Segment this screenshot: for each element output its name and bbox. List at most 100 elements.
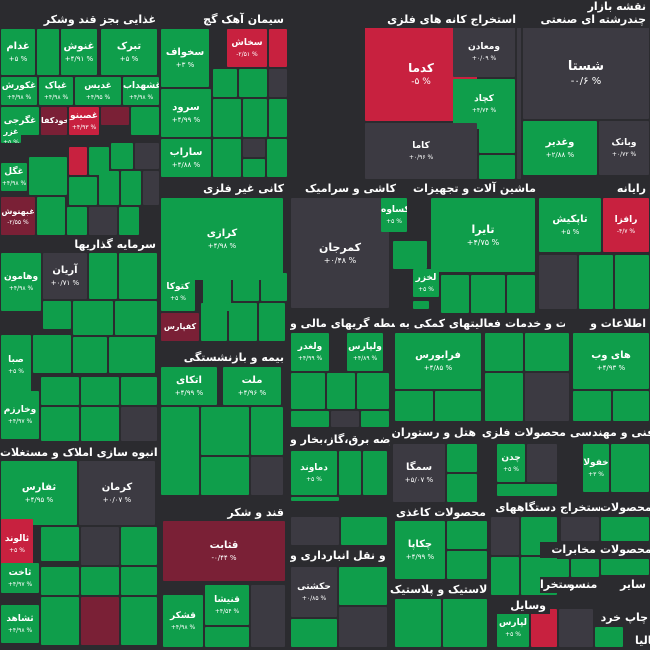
stock-tile[interactable]: قنیشا +۴/۵۴ % [205, 585, 249, 625]
stock-tile-unlabeled[interactable] [291, 497, 339, 501]
stock-tile[interactable]: وخارزم +۴/۹۷ % [1, 391, 39, 439]
stock-tile-unlabeled[interactable] [81, 597, 119, 645]
stock-tile-unlabeled[interactable] [541, 559, 569, 577]
sector-header[interactable]: استخراج [560, 500, 600, 516]
stock-tile[interactable]: ملت +۴/۹۶ % [223, 367, 281, 405]
stock-tile-unlabeled[interactable] [571, 559, 599, 577]
stock-tile-unlabeled[interactable] [121, 527, 157, 565]
stock-tile-unlabeled[interactable] [201, 407, 249, 455]
stock-tile-unlabeled[interactable] [141, 211, 159, 235]
stock-tile-unlabeled[interactable] [131, 107, 159, 135]
stock-tile-unlabeled[interactable] [573, 391, 611, 421]
stock-tile-unlabeled[interactable] [479, 155, 515, 179]
stock-tile-unlabeled[interactable] [73, 337, 107, 373]
stock-tile[interactable]: کمرجان +۰/۴۸ % [291, 198, 389, 308]
stock-tile[interactable]: کاما +۰/۹۶ % [365, 123, 477, 179]
stock-tile[interactable]: فرابورس +۴/۸۵ % [395, 333, 481, 389]
stock-tile-unlabeled[interactable] [37, 197, 65, 235]
stock-tile-unlabeled[interactable] [269, 29, 287, 67]
stock-tile-unlabeled[interactable] [361, 411, 389, 427]
stock-tile-unlabeled[interactable] [339, 567, 387, 605]
sector-header[interactable]: عرضه برق،گاز،بخار و [290, 432, 390, 448]
stock-tile-unlabeled[interactable] [269, 99, 287, 137]
stock-tile-unlabeled[interactable] [601, 559, 649, 575]
stock-tile-unlabeled[interactable] [101, 107, 129, 125]
stock-tile-unlabeled[interactable] [251, 407, 283, 455]
stock-tile-unlabeled[interactable] [579, 255, 613, 309]
stock-tile[interactable]: ولپارس +۴/۸۹ % [347, 333, 383, 371]
sector-header[interactable]: محصولات فلزی [480, 425, 570, 441]
sector-header[interactable]: کانی غیر فلزی [160, 181, 288, 197]
stock-tile-unlabeled[interactable] [443, 599, 487, 647]
sector-header[interactable]: فعالیا [635, 633, 650, 649]
stock-tile[interactable]: غشهداب +۴/۹۸ % [123, 77, 159, 105]
stock-tile[interactable]: قشکر +۴/۹۸ % [163, 595, 203, 647]
stock-tile-unlabeled[interactable] [81, 377, 119, 405]
stock-tile-unlabeled[interactable] [339, 607, 387, 647]
stock-tile[interactable]: سمگا +۵/۰۷ % [393, 444, 445, 502]
stock-tile[interactable]: ثاخت +۴/۹۷ % [1, 563, 39, 593]
stock-tile-unlabeled[interactable] [507, 275, 535, 313]
stock-tile-unlabeled[interactable] [251, 457, 283, 495]
stock-tile[interactable]: غدام +۵ % [1, 29, 35, 75]
stock-tile-unlabeled[interactable] [395, 599, 441, 647]
stock-tile-unlabeled[interactable] [73, 301, 113, 335]
sector-header[interactable]: بیمه و بازنشستگی [160, 350, 288, 366]
stock-tile-unlabeled[interactable] [33, 335, 71, 373]
sector-header[interactable]: دستگاههای [490, 500, 560, 516]
stock-tile[interactable]: غصینو +۴/۹۳ % [69, 107, 99, 135]
stock-tile-unlabeled[interactable] [243, 99, 267, 137]
stock-tile[interactable]: سرود +۴/۹۹ % [161, 89, 211, 137]
stock-tile[interactable]: تاپکیش +۵ % [539, 198, 601, 252]
stock-tile-unlabeled[interactable] [363, 451, 387, 495]
stock-tile[interactable]: لخزر +۵ % [413, 269, 439, 297]
stock-tile[interactable]: ولغدر +۴/۹۹ % [291, 333, 329, 371]
sector-header[interactable]: استخراج کانه های فلزی [290, 12, 520, 28]
stock-tile-unlabeled[interactable] [119, 207, 139, 235]
sector-header[interactable]: مخابرات [540, 542, 600, 558]
stock-tile-unlabeled[interactable] [471, 275, 505, 313]
stock-tile[interactable]: ثفارس +۴/۹۵ % [1, 461, 77, 525]
stock-tile-unlabeled[interactable] [291, 411, 329, 427]
stock-tile-unlabeled[interactable] [267, 139, 287, 177]
stock-tile-unlabeled[interactable] [525, 373, 569, 421]
stock-tile-unlabeled[interactable] [491, 517, 519, 555]
stock-tile[interactable]: شستا -۰/۶ % [523, 27, 649, 119]
stock-tile-unlabeled[interactable] [291, 619, 337, 647]
stock-tile-unlabeled[interactable] [121, 567, 157, 595]
sector-header[interactable]: واسطه گریهای مالی و [290, 316, 395, 332]
stock-tile-unlabeled[interactable] [341, 517, 387, 545]
stock-tile[interactable]: کتوکا +۵ % [161, 273, 195, 311]
stock-tile[interactable]: رافزا -۴/۷ % [603, 198, 649, 252]
stock-tile-unlabeled[interactable] [111, 143, 133, 169]
stock-tile[interactable]: کرازی +۴/۹۸ % [161, 198, 283, 280]
stock-tile-unlabeled[interactable] [601, 517, 649, 541]
sector-header[interactable]: چاپ [625, 610, 650, 626]
sector-header[interactable]: سرمایه گذاریها [0, 237, 160, 253]
stock-tile[interactable]: آریان +۰/۷۱ % [43, 253, 87, 299]
stock-tile-unlabeled[interactable] [89, 253, 117, 299]
stock-tile-unlabeled[interactable] [119, 253, 157, 299]
stock-tile-unlabeled[interactable] [441, 275, 469, 313]
stock-tile[interactable]: چدن +۵ % [497, 444, 525, 482]
stock-tile-unlabeled[interactable] [29, 157, 67, 195]
stock-tile[interactable]: غزر +۵ % [1, 127, 21, 143]
sector-header[interactable]: فنی و مهندسی [570, 425, 650, 441]
stock-tile-unlabeled[interactable] [213, 99, 241, 137]
stock-tile[interactable]: اتکای +۴/۹۹ % [161, 367, 217, 405]
stock-tile-unlabeled[interactable] [213, 139, 241, 177]
stock-tile-unlabeled[interactable] [357, 373, 389, 409]
sector-header[interactable]: قند و شکر [160, 505, 288, 521]
sector-header[interactable]: چندرشته ای صنعتی [520, 12, 650, 28]
stock-tile-unlabeled[interactable] [615, 255, 649, 309]
stock-tile-unlabeled[interactable] [213, 69, 237, 97]
stock-tile-unlabeled[interactable] [89, 207, 117, 235]
stock-tile[interactable]: تبرک +۵ % [101, 29, 157, 75]
stock-tile-unlabeled[interactable] [531, 609, 557, 647]
stock-tile-unlabeled[interactable] [121, 171, 141, 205]
stock-tile[interactable]: وبانک +۰/۷۲ % [599, 121, 649, 175]
sector-header[interactable]: لاستیک و پلاستیک [390, 582, 490, 598]
stock-tile-unlabeled[interactable] [447, 444, 477, 472]
stock-tile[interactable]: کچاد +۴/۷۴ % [453, 79, 515, 129]
stock-tile-unlabeled[interactable] [243, 139, 265, 157]
